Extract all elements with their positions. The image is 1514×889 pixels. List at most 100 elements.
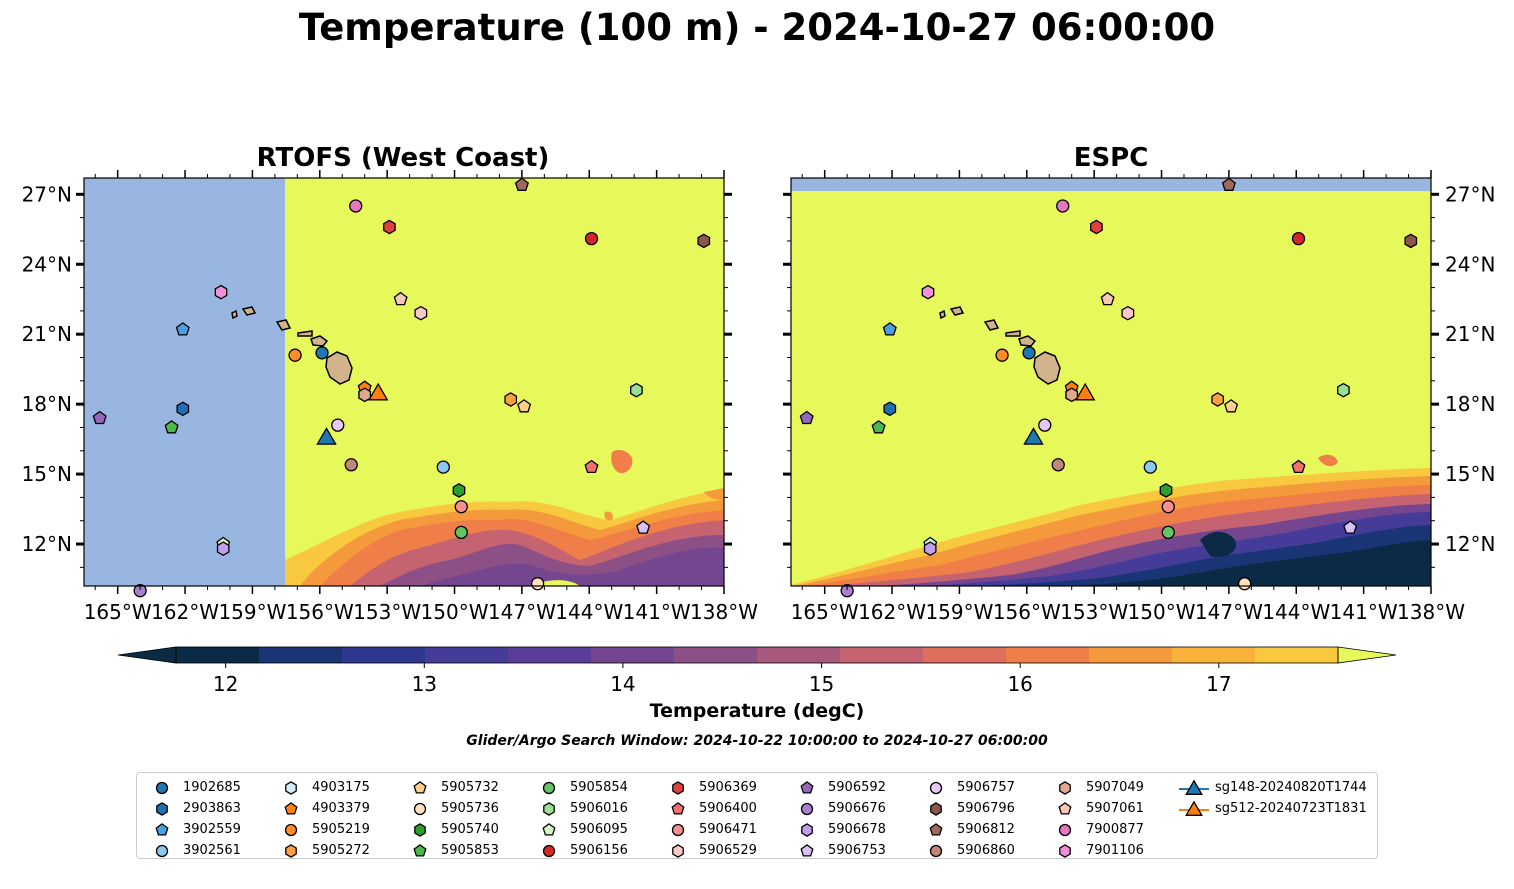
- legend-item-label: 5906678: [828, 822, 886, 837]
- float-marker-5905853: [164, 420, 179, 434]
- colorbar-segment: [1089, 647, 1173, 663]
- legend-item-5906471: 5906471: [661, 819, 757, 840]
- lat-tick-label: 27°N: [1445, 182, 1495, 206]
- float-marker-1902685: [315, 346, 329, 360]
- colorbar-segment: [757, 647, 841, 663]
- legend-marker-icon: [542, 822, 556, 836]
- float-marker-1902685: [1022, 346, 1036, 360]
- float-marker-5906529: [1121, 305, 1135, 321]
- float-marker-5907061: [1100, 291, 1115, 306]
- colorbar-segment: [259, 647, 343, 663]
- colorbar-label: Temperature (degC): [649, 700, 865, 722]
- lon-tick-label: 162°W: [151, 600, 219, 624]
- legend-item-label: 5906095: [570, 822, 628, 837]
- legend-marker-icon: [929, 822, 943, 836]
- legend-item-label: 4903175: [312, 780, 370, 795]
- legend-item-5905854: 5905854: [532, 777, 628, 798]
- legend-item-label: 5906753: [828, 843, 886, 858]
- island-molokai: [297, 330, 313, 337]
- colorbar-tick-label: 14: [610, 672, 635, 696]
- lat-tick-label: 15°N: [22, 462, 72, 486]
- legend-marker-icon: [542, 781, 556, 794]
- colorbar-tick-label: 15: [809, 672, 834, 696]
- float-marker-5905854: [1161, 525, 1175, 540]
- search-window-text: Glider/Argo Search Window: 2024-10-22 10…: [466, 733, 1048, 749]
- legend-item-5905272: 5905272: [274, 840, 370, 861]
- legend-marker-icon: [671, 823, 685, 836]
- island-hawaii: [325, 351, 353, 385]
- legend-column: 5906369 5906400 5906471 5906529: [661, 777, 757, 861]
- legend-item-label: 5905740: [441, 822, 499, 837]
- legend-marker-icon: [284, 801, 298, 815]
- legend-marker-icon: [414, 822, 426, 837]
- legend-item-label: 3902559: [183, 822, 241, 837]
- float-marker-sg512-20240723T1831: [367, 382, 389, 401]
- legend-marker-icon: [413, 780, 427, 794]
- legend-item-5906400: 5906400: [661, 798, 757, 819]
- legend-marker-icon: [285, 780, 297, 795]
- legend-item-5905853: 5905853: [403, 840, 499, 861]
- colorbar-segment: [508, 647, 592, 663]
- lon-tick-label: 141°W: [623, 600, 691, 624]
- legend-item-label: 5905854: [570, 780, 628, 795]
- legend-item-5906016: 5906016: [532, 798, 628, 819]
- espc-frame: [790, 177, 1432, 587]
- legend-item-label: 5907049: [1086, 780, 1144, 795]
- float-marker-5906369: [383, 219, 396, 235]
- float-marker-5906592: [799, 410, 814, 425]
- colorbar-segment: [923, 647, 1007, 663]
- legend-column: 4903175 4903379 5905219 5905272: [274, 777, 370, 861]
- float-marker-5906757: [1038, 418, 1052, 432]
- float-marker-5906156: [584, 231, 599, 246]
- float-marker-7900877: [1056, 199, 1070, 213]
- lon-tick-label: 150°W: [421, 600, 489, 624]
- legend-marker-icon: [930, 801, 942, 816]
- legend-item-5907049: 5907049: [1048, 777, 1144, 798]
- float-marker-7901106: [214, 284, 228, 300]
- lon-tick-label: 144°W: [1262, 600, 1330, 624]
- legend-column: 5906592 5906676 5906678 5906753: [790, 777, 886, 861]
- legend-item-sg512-20240723T1831: sg512-20240723T1831: [1177, 798, 1367, 819]
- colorbar-extend-high: [1337, 646, 1397, 664]
- legend-item-label: 5906796: [957, 801, 1015, 816]
- colorbar-extend-low: [117, 646, 177, 664]
- legend-item-5906860: 5906860: [919, 840, 1015, 861]
- colorbar-ticks: 12 13 14 15 16 17: [213, 663, 1232, 696]
- float-marker-5906400: [1291, 459, 1306, 474]
- legend-item-label: 5906757: [957, 780, 1015, 795]
- float-marker-5906678: [216, 541, 230, 557]
- legend-marker-icon: [801, 822, 813, 837]
- float-marker-3902561: [1143, 460, 1157, 474]
- legend-item-label: 1902685: [183, 780, 241, 795]
- lon-tick-label: 138°W: [1397, 600, 1465, 624]
- legend-item-label: 5906860: [957, 843, 1015, 858]
- lon-tick-label: 165°W: [84, 600, 152, 624]
- lon-tick-label: 141°W: [1330, 600, 1398, 624]
- float-marker-5905740: [1159, 483, 1173, 498]
- legend-marker-icon: [1179, 779, 1209, 795]
- legend-marker-icon: [542, 844, 556, 857]
- colorbar-tick-label: 12: [213, 672, 238, 696]
- legend-marker-icon: [800, 780, 814, 794]
- lat-tick-label: 18°N: [22, 392, 72, 416]
- colorbar-segment: [1172, 647, 1256, 663]
- espc-float-markers: [799, 177, 1418, 598]
- colorbar-segment: [1255, 647, 1339, 663]
- float-marker-7900877: [349, 199, 363, 213]
- float-marker-5905732: [1224, 399, 1239, 413]
- legend-marker-icon: [672, 780, 684, 795]
- lat-tick-label: 21°N: [22, 322, 72, 346]
- lon-tick-label: 144°W: [555, 600, 623, 624]
- float-marker-5906369: [1090, 219, 1103, 235]
- legend-marker-icon: [672, 843, 684, 858]
- rtofs-cold-contours: [285, 450, 724, 586]
- island-maui: [310, 335, 329, 347]
- legend-item-5907061: 5907061: [1048, 798, 1144, 819]
- colorbar-tick-label: 17: [1206, 672, 1231, 696]
- lon-tick-label: 165°W: [791, 600, 859, 624]
- float-marker-5906592: [92, 410, 107, 425]
- legend-item-label: 5906812: [957, 822, 1015, 837]
- colorbar-tick-label: 16: [1007, 672, 1032, 696]
- legend-marker-icon: [285, 843, 297, 858]
- legend-marker-icon: [155, 844, 169, 857]
